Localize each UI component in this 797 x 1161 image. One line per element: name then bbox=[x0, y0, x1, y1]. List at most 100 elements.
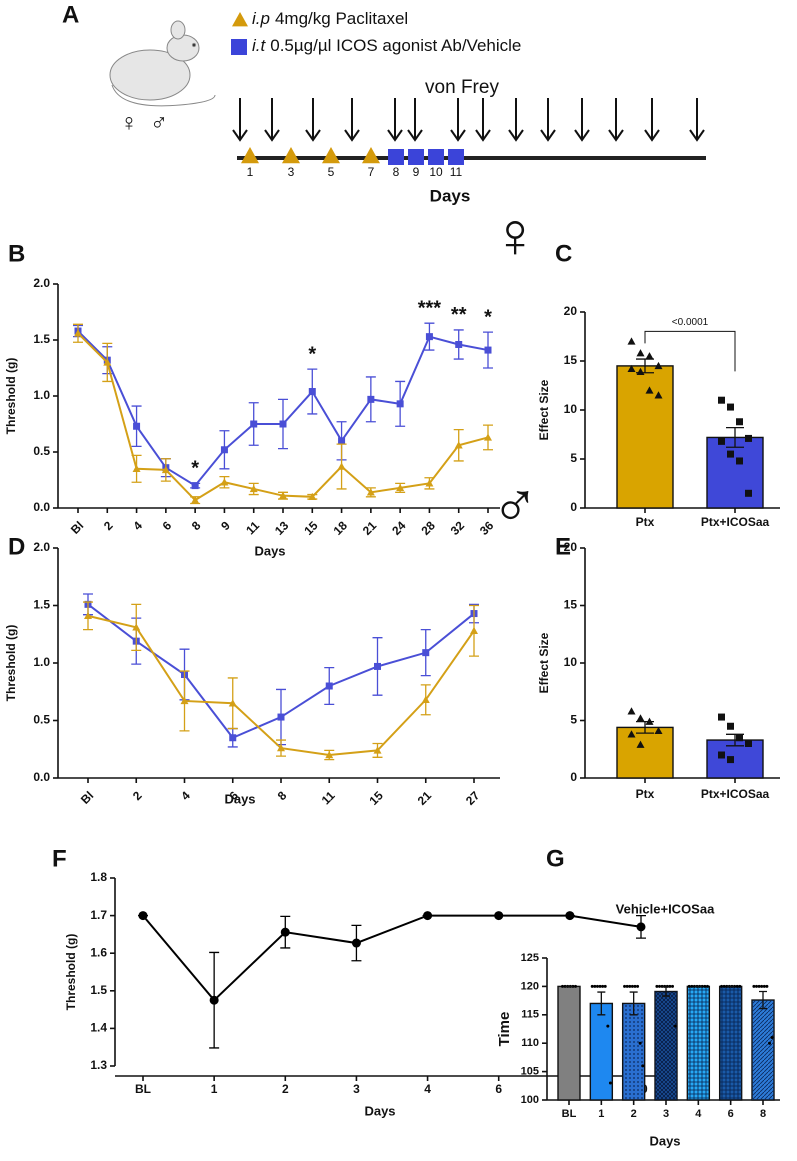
marker bbox=[220, 478, 229, 486]
y-tick-label: 125 bbox=[521, 952, 539, 964]
marker bbox=[718, 751, 725, 759]
marker bbox=[565, 911, 575, 921]
marker bbox=[633, 984, 637, 988]
x-tick-label: BL bbox=[562, 1108, 577, 1120]
day-label: 9 bbox=[413, 165, 420, 179]
x-tick-label: 2 bbox=[130, 788, 145, 803]
marker bbox=[627, 730, 636, 738]
marker bbox=[228, 699, 237, 707]
marker bbox=[455, 340, 463, 348]
marker bbox=[636, 714, 645, 722]
y-tick-label: 5 bbox=[570, 451, 577, 465]
error-bar bbox=[726, 733, 744, 747]
y-tick-label: 20 bbox=[564, 304, 578, 318]
error-bar bbox=[597, 991, 606, 1016]
marker bbox=[636, 349, 645, 357]
legend-icon bbox=[232, 12, 248, 27]
x-tick-label: 28 bbox=[418, 518, 438, 538]
marker bbox=[421, 695, 430, 703]
marker bbox=[638, 1041, 642, 1045]
panel-letter: C bbox=[555, 240, 572, 267]
y-tick-label: 20 bbox=[564, 540, 578, 554]
arrow bbox=[574, 98, 590, 142]
antibody-dose bbox=[448, 149, 464, 165]
y-tick-label: 0.5 bbox=[33, 444, 50, 458]
bar bbox=[706, 436, 764, 509]
y-tick-label: 10 bbox=[564, 402, 578, 416]
y-tick-label: 0.0 bbox=[33, 770, 50, 784]
bar bbox=[589, 1002, 614, 1101]
marker bbox=[658, 984, 661, 988]
day-label: 1 bbox=[247, 165, 254, 179]
marker bbox=[470, 626, 478, 634]
legend-route: i.p bbox=[252, 9, 270, 28]
marker bbox=[603, 984, 607, 988]
y-tick-label: 5 bbox=[570, 713, 577, 727]
marker bbox=[325, 751, 334, 759]
significance-label: * bbox=[191, 458, 199, 480]
y-tick-label: 1.0 bbox=[33, 655, 50, 669]
marker bbox=[755, 984, 758, 988]
y-tick-label: 1.3 bbox=[90, 1058, 107, 1072]
x-tick-label: Ptx bbox=[636, 787, 655, 801]
x-tick-label: 1 bbox=[598, 1108, 604, 1120]
bar bbox=[616, 726, 674, 779]
bar-pattern bbox=[752, 1000, 774, 1100]
panel-letter: A bbox=[62, 1, 79, 28]
marker bbox=[74, 329, 82, 337]
marker bbox=[628, 984, 632, 988]
significance-label: *** bbox=[418, 297, 442, 319]
x-axis-label: Days bbox=[254, 543, 285, 558]
arrow bbox=[407, 98, 423, 142]
marker bbox=[366, 488, 375, 496]
x-tick-label: 4 bbox=[178, 788, 193, 803]
y-tick-label: 0.0 bbox=[33, 500, 50, 514]
marker bbox=[191, 496, 200, 504]
marker bbox=[757, 984, 761, 988]
arrow bbox=[540, 98, 556, 142]
bar bbox=[557, 985, 581, 1101]
x-tick-label: Bl bbox=[78, 788, 96, 806]
marker bbox=[762, 984, 766, 988]
day-label: 5 bbox=[328, 165, 335, 179]
error-bar bbox=[636, 721, 654, 734]
y-tick-label: 115 bbox=[521, 1009, 539, 1021]
male-symbol: ♂ bbox=[150, 109, 168, 136]
marker bbox=[325, 682, 333, 690]
x-tick-label: 2 bbox=[282, 1082, 289, 1096]
error-bar bbox=[629, 991, 638, 1016]
x-tick-label: 6 bbox=[495, 1082, 502, 1096]
x-tick-label: Ptx+ICOSaa bbox=[701, 515, 770, 529]
significance-label: * bbox=[484, 306, 492, 328]
y-tick-label: 1.0 bbox=[33, 388, 50, 402]
marker bbox=[180, 696, 189, 705]
arrow bbox=[264, 98, 280, 142]
marker bbox=[561, 984, 564, 988]
marker bbox=[454, 441, 463, 449]
arrow bbox=[232, 98, 248, 142]
marker bbox=[645, 386, 654, 394]
day-label: 11 bbox=[450, 165, 463, 179]
marker bbox=[209, 995, 219, 1005]
marker bbox=[249, 484, 258, 493]
antibody-dose bbox=[388, 149, 404, 165]
marker bbox=[745, 740, 752, 747]
x-tick-label: 9 bbox=[218, 518, 233, 533]
marker bbox=[422, 649, 430, 657]
bar-pattern bbox=[622, 1003, 645, 1100]
bar-pattern bbox=[719, 986, 742, 1100]
x-axis-label: Days bbox=[364, 1103, 395, 1118]
marker bbox=[718, 437, 725, 445]
x-tick-label: 3 bbox=[663, 1108, 669, 1120]
y-tick-label: 0.5 bbox=[33, 713, 50, 727]
x-tick-label: 27 bbox=[463, 788, 483, 808]
y-tick-label: 10 bbox=[564, 655, 578, 669]
arrow bbox=[344, 98, 360, 142]
marker bbox=[373, 746, 382, 754]
arrow bbox=[644, 98, 660, 142]
marker bbox=[727, 450, 734, 458]
x-tick-label: 32 bbox=[448, 518, 468, 538]
panel-letter: D bbox=[8, 533, 25, 560]
marker bbox=[690, 984, 694, 988]
